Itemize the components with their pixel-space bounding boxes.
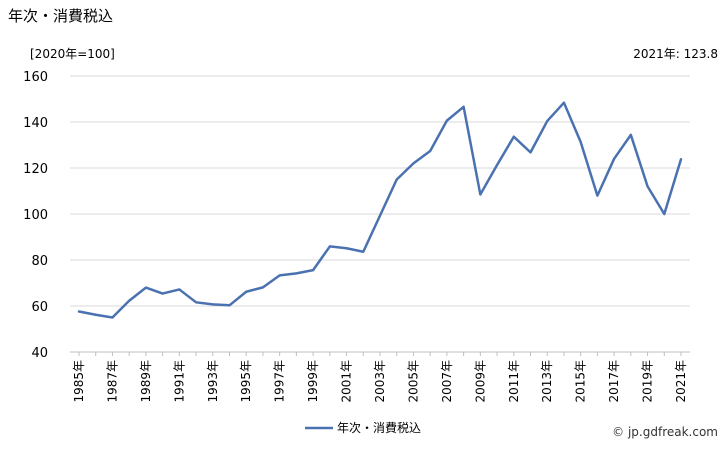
x-tick-label-2015年: 2015年	[574, 360, 588, 403]
source-credit: © jp.gdfreak.com	[612, 425, 718, 439]
y-tick-label-80: 80	[31, 254, 48, 269]
x-tick-label-2005年: 2005年	[406, 360, 420, 403]
x-tick-label-2009年: 2009年	[473, 360, 487, 403]
series-lines	[77, 101, 683, 319]
x-tick-label-1991年: 1991年	[172, 360, 186, 403]
x-tick-label-2021年: 2021年	[674, 360, 688, 403]
y-axis-unit-label: [2020年=100]	[30, 47, 115, 61]
series-line-0	[77, 101, 683, 319]
legend: 年次・消費税込	[305, 420, 421, 435]
y-tick-labels: 40 60 80 100 120 140 160	[23, 70, 48, 361]
x-tick-label-2003年: 2003年	[373, 360, 387, 403]
x-tick-label-1985年: 1985年	[72, 360, 86, 403]
x-tick-label-1999年: 1999年	[306, 360, 320, 403]
x-tick-label-1989年: 1989年	[139, 360, 153, 403]
y-tick-label-140: 140	[23, 116, 48, 131]
x-tick-label-1987年: 1987年	[105, 360, 119, 403]
y-tick-label-100: 100	[23, 208, 48, 223]
y-tick-label-160: 160	[23, 70, 48, 85]
x-tick-label-1995年: 1995年	[239, 360, 253, 403]
legend-label-0: 年次・消費税込	[337, 420, 421, 435]
x-tick-label-1997年: 1997年	[273, 360, 287, 403]
x-tick-label-2001年: 2001年	[340, 360, 354, 403]
gridlines	[70, 75, 690, 307]
latest-value-label: 2021年: 123.8	[633, 47, 718, 61]
x-tick-label-2011年: 2011年	[507, 360, 521, 403]
x-tick-label-2007年: 2007年	[440, 360, 454, 403]
chart-title: 年次・消費税込	[8, 7, 114, 25]
x-tick-label-2019年: 2019年	[641, 360, 655, 403]
x-tick-label-1993年: 1993年	[206, 360, 220, 403]
x-tick-label-2017年: 2017年	[607, 360, 621, 403]
y-tick-label-120: 120	[23, 162, 48, 177]
y-tick-label-40: 40	[31, 346, 48, 361]
y-tick-label-60: 60	[31, 300, 48, 315]
x-tick-labels: 1985年 1987年 1989年 1991年 1993年 1995年 1997年 1999年…	[72, 360, 688, 403]
x-tick-label-2013年: 2013年	[540, 360, 554, 403]
axes	[70, 351, 690, 356]
